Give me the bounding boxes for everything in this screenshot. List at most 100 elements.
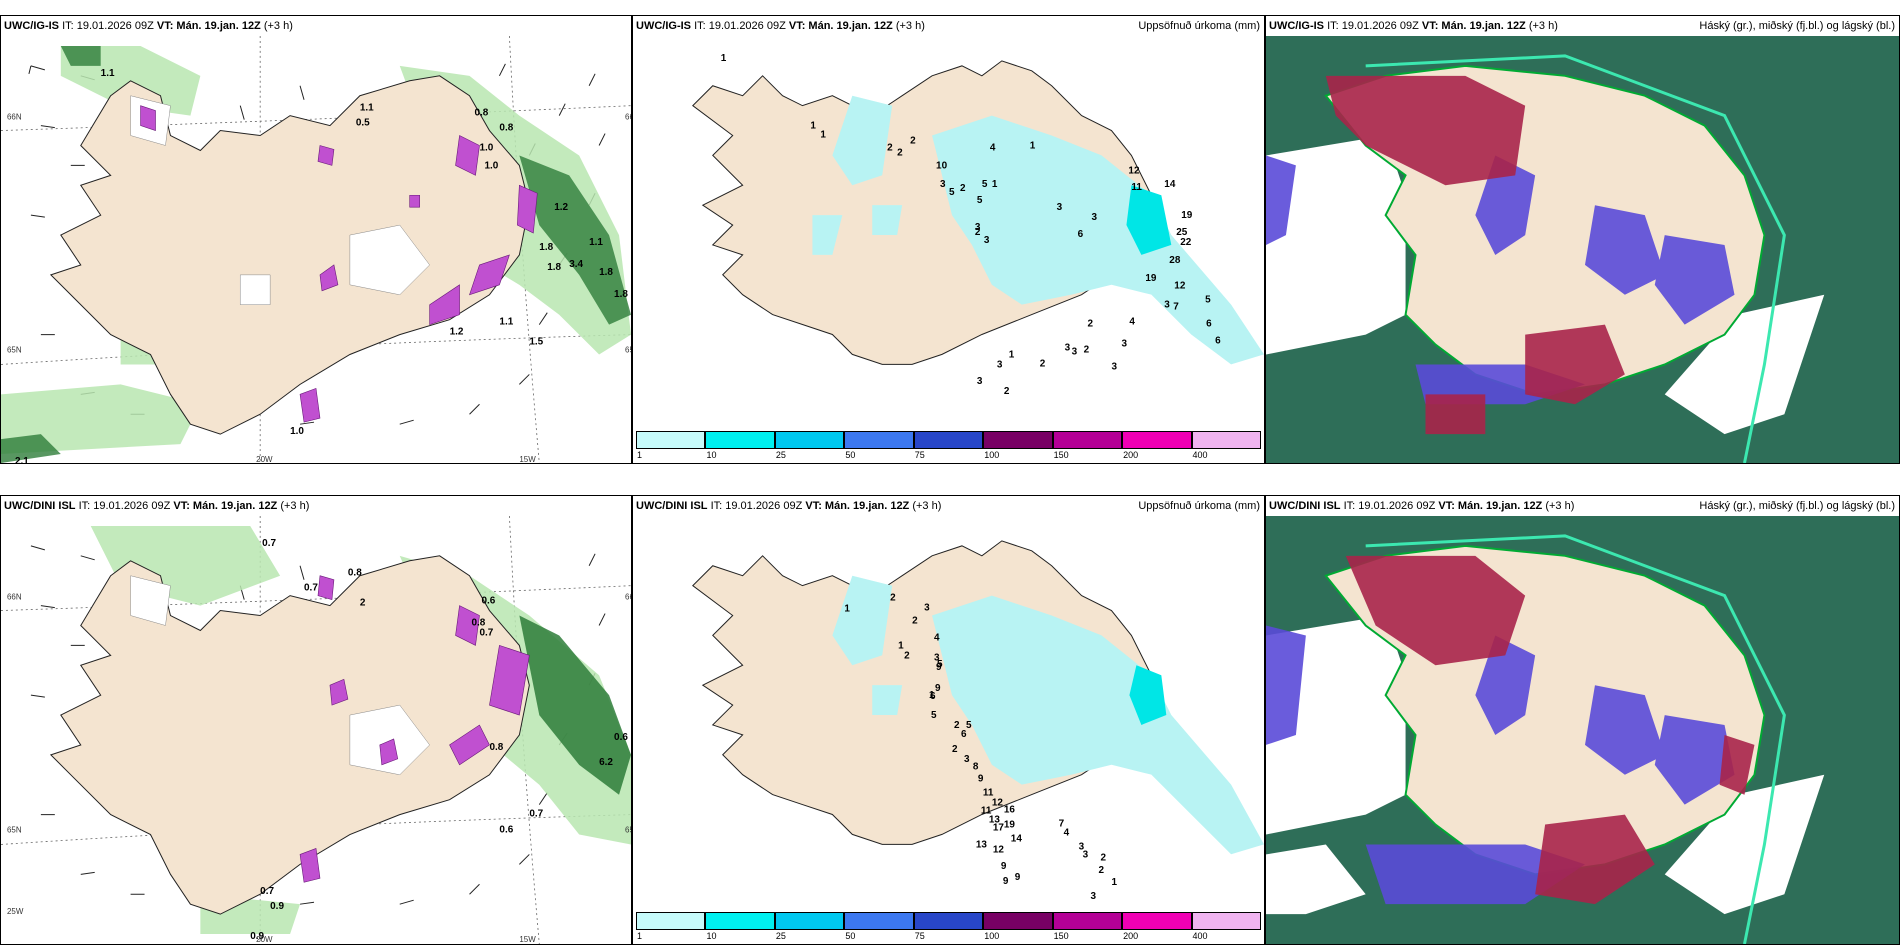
colorbar-swatch (1191, 431, 1261, 449)
init-time: IT: 19.01.2026 09Z (1343, 500, 1436, 512)
model-name: UWC/DINI ISL (636, 500, 708, 512)
value-label: 14 (1164, 179, 1176, 190)
value-label: 4 (1064, 827, 1070, 838)
value-label: 11 (981, 805, 992, 816)
value-label: 15W (519, 935, 536, 944)
value-label: 9 (936, 662, 942, 673)
high-cloud-edge (1365, 534, 1786, 944)
lead-time: (+3 h) (263, 20, 293, 32)
panel-title-right: Uppsöfnuð úrkoma (mm) (1138, 20, 1260, 32)
value-label: 3 (1057, 202, 1063, 213)
colorbar-swatch (1052, 912, 1123, 930)
value-label: 25 (1176, 227, 1188, 238)
value-label: 4 (1129, 317, 1135, 328)
value-label: 1 (929, 690, 935, 701)
low-cloud (1266, 155, 1735, 405)
value-label: 0.8 (499, 123, 513, 134)
colorbar-swatch (1191, 912, 1261, 930)
cloud-cover-map[interactable] (1266, 516, 1899, 944)
colorbar-swatch (1122, 912, 1192, 930)
model-name: UWC/IG-IS (4, 20, 59, 32)
value-label: 1 (1030, 140, 1036, 151)
panel-title-right: Háský (gr.), miðský (fj.bl.) og lágský (… (1699, 20, 1895, 32)
value-label: 65N (7, 346, 22, 355)
colorbar-tick: 1 (637, 450, 643, 460)
value-label: 5 (937, 659, 943, 670)
cloud-cover-map[interactable] (1266, 36, 1899, 463)
colorbar: 1 10 25 50 75 100 150 200 400 (636, 431, 1261, 460)
value-label: 2 (975, 227, 981, 238)
snow-shading (130, 95, 430, 305)
value-label: 5 (966, 720, 972, 731)
wind-precip-map[interactable]: 1.1 1.1 0.5 0.8 1.0 0.8 1.0 1.8 1.8 1.2 3.4 1.1 1.8 1… (1, 36, 631, 463)
colorbar-tick: 10 (706, 931, 717, 941)
valid-time: VT: Mán. 19.jan. 12Z (1438, 500, 1543, 512)
value-label: 3 (964, 754, 970, 765)
value-label: 2 (904, 650, 910, 661)
wind-precip-map[interactable]: 0.7 0.8 0.7 2 0.8 0.7 0.6 0.8 6.2 0.6 0.7 0.6 0.9 0.7… (1, 516, 631, 944)
value-label: 3 (1091, 891, 1097, 902)
value-label: 66N (625, 113, 631, 122)
value-label: 3 (1111, 361, 1117, 372)
colorbar-tick: 25 (775, 450, 786, 460)
init-time: IT: 19.01.2026 09Z (78, 500, 171, 512)
colorbar-swatch (705, 431, 775, 449)
value-label: 19 (1181, 210, 1193, 221)
iceland-land (49, 75, 530, 435)
value-label: 3 (1092, 212, 1098, 223)
value-label: 14 (1011, 833, 1023, 844)
value-label: 17 (993, 822, 1005, 833)
accumulated-precip-map[interactable]: 1 1 1 2 2 2 10 3 5 2 4 5 5 3 2 3 1 1 3 6 3 12 11 14 19 25 22 28 19 12… (633, 36, 1264, 429)
value-label: 1 (1009, 349, 1015, 360)
colorbar-swatch (983, 431, 1053, 449)
panel-header: UWC/IG-IS IT: 19.01.2026 09Z VT: Mán. 19… (1, 16, 631, 36)
value-label: 1 (844, 604, 850, 615)
valid-time: VT: Mán. 19.jan. 12Z (173, 500, 278, 512)
value-label: 5 (977, 195, 983, 206)
value-label: 3 (1072, 346, 1078, 357)
snow-shading (130, 575, 430, 776)
panel-top-precip: UWC/IG-IS IT: 19.01.2026 09Z VT: Mán. 19… (632, 15, 1265, 464)
init-time: IT: 19.01.2026 09Z (1327, 20, 1419, 32)
panel-bottom-precip: UWC/DINI ISL IT: 19.01.2026 09Z VT: Mán.… (632, 495, 1265, 945)
panel-bottom-wind: UWC/DINI ISL IT: 19.01.2026 09Z VT: Mán.… (0, 495, 632, 945)
value-label: 1 (898, 640, 904, 651)
value-label: 22 (1180, 237, 1192, 248)
model-name: UWC/DINI ISL (1269, 500, 1341, 512)
value-label: 6 (930, 691, 936, 702)
value-label: 66N (7, 113, 22, 122)
axis-labels: 66N 65N 20W 15W 65N 66N (7, 113, 631, 463)
valid-time: VT: Mán. 19.jan. 12Z (1421, 20, 1526, 32)
accumulated-precip-map[interactable]: 1 2 3 2 4 5 3 9 9 6 5 1 1 2 2 2 3 6 5 8 9 11 12 16 11 13 17 19 14 13 1… (633, 516, 1264, 910)
value-label: 6 (1215, 335, 1221, 346)
value-label: 1 (810, 121, 816, 132)
value-label: 0.8 (474, 108, 488, 119)
value-label: 1.8 (599, 267, 613, 278)
value-label: 5 (982, 179, 988, 190)
colorbar-tick: 150 (1053, 931, 1069, 941)
value-label: 3 (977, 376, 983, 387)
value-label: 1.0 (484, 160, 498, 171)
colorbar-swatch (1122, 431, 1192, 449)
precip-area (812, 95, 1264, 365)
panel-header: UWC/IG-IS IT: 19.01.2026 09Z VT: Mán. 19… (1266, 16, 1899, 36)
value-label: 1.1 (589, 237, 603, 248)
value-label: 2 (1040, 358, 1046, 369)
colorbar-swatch (913, 912, 984, 930)
value-label: 11 (1131, 182, 1142, 193)
colorbar-swatch (636, 431, 706, 449)
value-label: 0.7 (304, 583, 318, 594)
value-label: 1.0 (290, 426, 304, 437)
mid-cloud (1325, 75, 1625, 435)
value-label: 0.7 (260, 886, 274, 897)
value-label: 1.2 (450, 327, 464, 338)
value-label: 25W (7, 907, 24, 916)
value-label: 4 (934, 632, 940, 643)
value-label: 3 (924, 603, 930, 614)
heavy-precip-area (1129, 665, 1167, 725)
value-label: 5 (1205, 295, 1211, 306)
value-label: 0.7 (479, 627, 493, 638)
colorbar-tick: 75 (914, 450, 925, 460)
value-label: 0.9 (250, 931, 264, 942)
value-label: 12 (1174, 281, 1186, 292)
